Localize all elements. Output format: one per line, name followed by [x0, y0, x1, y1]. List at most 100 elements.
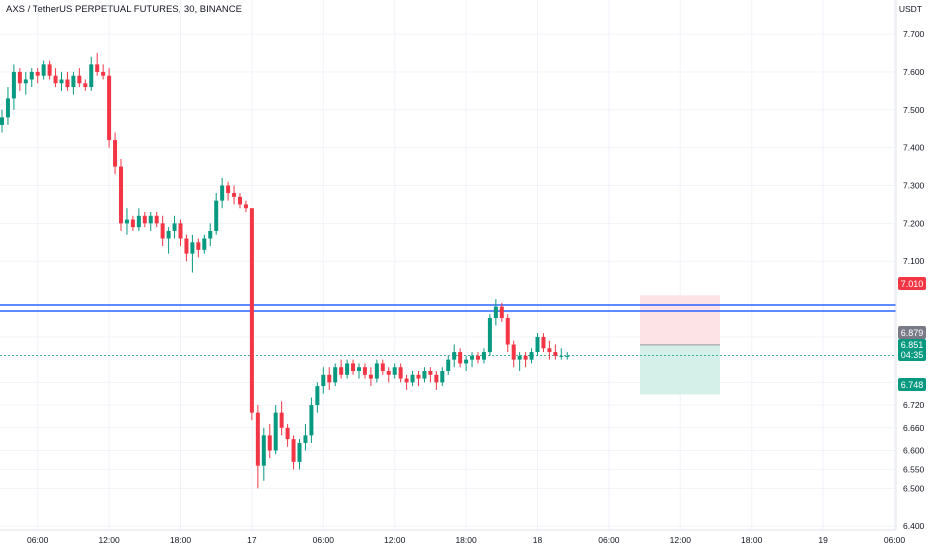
candle — [232, 185, 237, 205]
candle-body — [398, 367, 403, 379]
time-tick-label: 17 — [247, 535, 257, 545]
candle — [29, 68, 34, 88]
candle — [386, 367, 391, 383]
candle-body — [136, 215, 141, 228]
candle-body — [327, 374, 332, 383]
candle-body — [148, 215, 153, 224]
last-price-text: 6.851 — [901, 340, 924, 350]
candle-body — [285, 427, 290, 440]
candle — [166, 227, 171, 254]
candle — [446, 355, 451, 375]
candle — [136, 208, 141, 231]
candle-body — [17, 71, 22, 84]
candle-body — [71, 75, 76, 88]
candle-body — [59, 79, 64, 84]
profit-zone — [640, 344, 720, 395]
candle — [113, 132, 118, 175]
candle-body — [89, 64, 94, 88]
candle-body — [464, 359, 469, 364]
candle — [255, 405, 260, 489]
candle-body — [65, 79, 70, 88]
chart-title: AXS / TetherUS PERPETUAL FUTURES, 30, BI… — [6, 4, 242, 15]
candle — [428, 367, 433, 383]
price-tick-label: 6.500 — [903, 483, 925, 493]
candle — [214, 193, 219, 235]
candle-body — [226, 185, 231, 194]
candle-body — [11, 71, 16, 99]
price-tick-label: 7.300 — [903, 181, 925, 191]
loss-zone — [640, 295, 720, 345]
entry-badge-text: 6.879 — [901, 328, 924, 338]
candle — [95, 53, 100, 76]
candle-body — [374, 363, 379, 379]
price-tick-label: 7.600 — [903, 67, 925, 77]
candle-body — [410, 374, 415, 383]
candle — [315, 382, 320, 413]
candle — [422, 367, 427, 383]
candle-body — [547, 348, 552, 353]
time-tick-label: 12:00 — [98, 535, 120, 545]
candle-body — [523, 355, 528, 360]
candle-body — [315, 386, 320, 406]
candle — [303, 424, 308, 451]
price-badges: 7.010 6.879 6.851 04:35 6.748 — [898, 277, 926, 391]
candle-body — [511, 344, 516, 360]
candle — [368, 367, 373, 387]
time-tick-label: 12:00 — [384, 535, 406, 545]
candle-body — [517, 355, 522, 360]
price-tick-label: 7.500 — [903, 105, 925, 115]
candle-body — [267, 435, 272, 451]
candle — [434, 371, 439, 390]
last-price-badge: 6.851 04:35 — [898, 339, 926, 361]
candle — [410, 371, 415, 387]
target-badge-text: 6.748 — [901, 380, 924, 390]
candle — [261, 427, 266, 481]
candle-body — [208, 230, 213, 239]
candle — [285, 424, 290, 447]
candle-body — [279, 412, 284, 428]
candle — [535, 333, 540, 356]
candle — [511, 340, 516, 368]
candle-body — [458, 352, 463, 364]
candle-body — [487, 318, 492, 353]
candle — [297, 439, 302, 470]
candle — [327, 367, 332, 390]
currency-label: USDT — [898, 4, 922, 14]
candle — [452, 344, 457, 368]
price-tick-label: 6.550 — [903, 464, 925, 474]
candle — [505, 314, 510, 353]
candle — [23, 71, 28, 95]
candle — [53, 68, 58, 88]
candle — [41, 60, 46, 80]
chart-grid — [0, 0, 896, 530]
candle — [464, 355, 469, 371]
candle — [190, 234, 195, 273]
candle — [487, 314, 492, 356]
candle-body — [529, 352, 534, 360]
candle — [220, 177, 225, 209]
time-tick-label: 18:00 — [170, 535, 192, 545]
time-tick-label: 06:00 — [27, 535, 49, 545]
candle — [273, 405, 278, 455]
candle — [267, 424, 272, 459]
candle — [291, 435, 296, 470]
candle — [196, 238, 201, 258]
candle-body — [476, 355, 480, 360]
candle-body — [124, 219, 129, 224]
candle-body — [505, 318, 510, 345]
candle-body — [339, 367, 344, 375]
time-tick-label: 12:00 — [670, 535, 692, 545]
candle — [71, 71, 76, 95]
candle — [440, 367, 445, 387]
candle — [142, 212, 147, 228]
candle — [160, 215, 165, 247]
candle — [458, 348, 463, 368]
candle-body — [220, 185, 225, 201]
entry-badge: 6.879 — [898, 326, 926, 339]
time-axis: 06:00 12:00 18:00 17 06:00 12:00 18:00 18 06:00 1… — [27, 535, 905, 545]
candle-body — [0, 117, 4, 125]
candle — [226, 181, 231, 201]
candle — [547, 340, 552, 360]
time-tick-label: 18:00 — [455, 535, 477, 545]
